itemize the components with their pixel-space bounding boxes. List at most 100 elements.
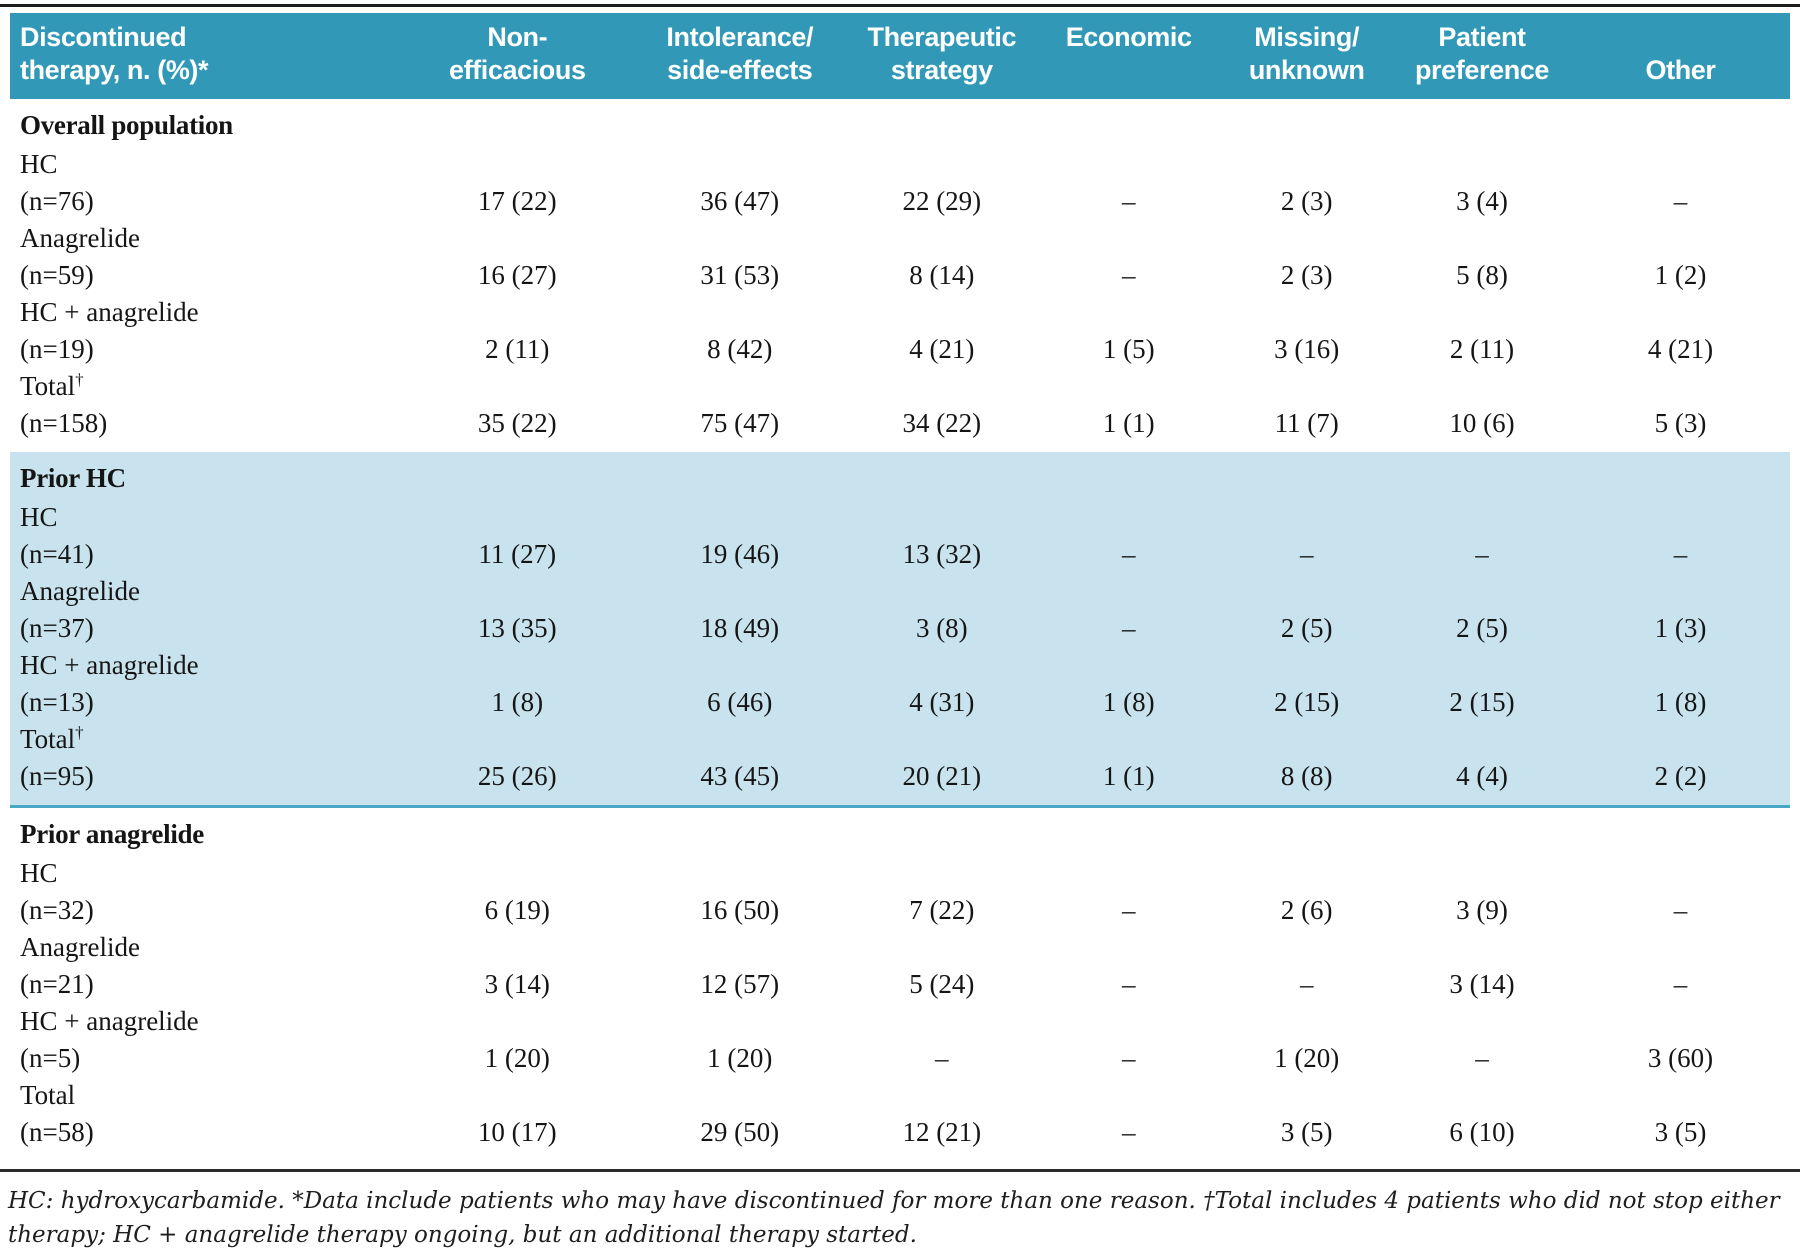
value-cell: 13 (35) <box>477 613 557 643</box>
value-cell: 12 (21) <box>902 1117 982 1147</box>
value-cell: 16 (27) <box>477 260 557 290</box>
value-cell: 8 (14) <box>909 260 975 290</box>
n-label: (n=37) <box>20 613 94 643</box>
value-cell: 1 (20) <box>1274 1043 1340 1073</box>
spacer-cell <box>847 1077 1037 1114</box>
spacer-cell <box>847 573 1037 610</box>
therapy-label: Anagrelide <box>20 576 140 606</box>
therapy-label: HC + anagrelide <box>20 650 199 680</box>
value-cell: 2 (15) <box>1274 687 1340 717</box>
spacer-cell <box>402 499 633 536</box>
section-title: Prior HC <box>20 463 126 493</box>
spacer-cell <box>633 721 847 758</box>
spacer-cell <box>633 1003 847 1040</box>
col-header-patient-preference: Patient preference <box>1393 13 1572 99</box>
therapy-label: Total† <box>20 723 84 754</box>
n-label: (n=95) <box>10 758 402 808</box>
value-cell: 6 (46) <box>707 687 773 717</box>
value-cell: 2 (3) <box>1280 260 1333 290</box>
table-row-values: (n=41) 11 (27) 19 (46) 13 (32) – – – – <box>10 536 1790 573</box>
section-title: Overall population <box>20 110 233 140</box>
spacer-cell <box>1571 647 1790 684</box>
header-line: Non- <box>487 22 548 52</box>
n-label: (n=58) <box>20 1117 94 1147</box>
table-row-therapy: Anagrelide <box>10 573 1790 610</box>
spacer-cell <box>633 929 847 966</box>
table-row-values: (n=76) 17 (22) 36 (47) 22 (29) – 2 (3) 3 (4) – <box>10 183 1790 220</box>
value-cell: – <box>1673 539 1688 569</box>
spacer-cell <box>1571 220 1790 257</box>
spacer-cell <box>633 1077 847 1114</box>
therapy-label: HC <box>20 858 58 888</box>
spacer-cell <box>1393 929 1571 966</box>
header-line: efficacious <box>448 55 586 85</box>
spacer-cell <box>1037 499 1220 536</box>
table-row-values: (n=59) 16 (27) 31 (53) 8 (14) – 2 (3) 5 (8) 1 (… <box>10 257 1790 294</box>
spacer-cell <box>847 294 1037 331</box>
value-cell: – <box>1121 260 1136 290</box>
spacer-cell <box>1571 499 1790 536</box>
spacer-cell <box>1037 368 1220 405</box>
table-row-therapy: Anagrelide <box>10 220 1790 257</box>
spacer-cell <box>1037 647 1220 684</box>
value-cell: – <box>1475 1043 1489 1073</box>
spacer-cell <box>633 647 847 684</box>
table-row-therapy: HC + anagrelide <box>10 647 1790 684</box>
header-row: Discontinued therapy, n. (%)* Non- effic… <box>10 13 1790 99</box>
n-label: (n=13) <box>20 687 94 717</box>
spacer-cell <box>402 721 633 758</box>
spacer-cell <box>1037 929 1220 966</box>
table-row-values: (n=13) 1 (8) 6 (46) 4 (31) 1 (8) 2 (15) 2 (15)… <box>10 684 1790 721</box>
spacer-cell <box>1037 1077 1220 1114</box>
spacer-cell <box>1393 721 1571 758</box>
value-cell: 75 (47) <box>700 408 780 438</box>
value-cell: – <box>1299 539 1314 569</box>
table-row-therapy: Total <box>10 1077 1790 1114</box>
col-header-non-efficacious: Non- efficacious <box>401 13 633 99</box>
section-title-row: Prior HC <box>10 452 1790 499</box>
spacer-cell <box>1393 1077 1571 1114</box>
value-cell: – <box>1673 969 1688 999</box>
spacer-cell <box>847 647 1037 684</box>
spacer-cell <box>633 220 847 257</box>
header-line: therapy, n. (%)* <box>20 55 209 85</box>
spacer-cell <box>1571 929 1790 966</box>
spacer-cell <box>847 855 1037 892</box>
spacer-cell <box>847 146 1037 183</box>
value-cell: 35 (22) <box>477 408 557 438</box>
discontinuation-table: Discontinued therapy, n. (%)* Non- effic… <box>10 13 1790 1161</box>
value-cell: 18 (49) <box>700 613 780 643</box>
spacer-cell <box>1220 368 1393 405</box>
spacer-cell <box>1571 368 1790 405</box>
value-cell: 1 (1) <box>1037 758 1221 808</box>
spacer-cell <box>1393 499 1571 536</box>
spacer-cell <box>1393 647 1571 684</box>
n-label: (n=19) <box>20 334 94 364</box>
value-cell: 1 (20) <box>484 1043 550 1073</box>
spacer-cell <box>1037 573 1220 610</box>
therapy-label: HC + anagrelide <box>20 1006 199 1036</box>
value-cell: 7 (22) <box>909 895 975 925</box>
header-line: Discontinued <box>20 22 187 52</box>
value-cell: 4 (21) <box>1647 334 1714 364</box>
value-cell: – <box>1121 539 1136 569</box>
spacer-cell <box>1220 499 1393 536</box>
value-cell: 2 (3) <box>1280 186 1333 216</box>
value-cell: 3 (4) <box>1456 186 1508 216</box>
value-cell: – <box>1121 969 1136 999</box>
value-cell: 34 (22) <box>902 408 982 438</box>
value-cell: 1 (5) <box>1102 334 1155 364</box>
value-cell: 3 (5) <box>1280 1117 1333 1147</box>
value-cell: – <box>935 1043 949 1073</box>
header-line: Therapeutic <box>867 22 1017 52</box>
spacer-cell <box>1220 855 1393 892</box>
header-line <box>1575 21 1786 54</box>
header-line: unknown <box>1248 55 1365 85</box>
value-cell: 31 (53) <box>700 260 780 290</box>
value-cell: 3 (8) <box>915 613 968 643</box>
spacer-cell <box>1393 368 1571 405</box>
spacer-cell <box>1393 855 1571 892</box>
spacer-cell <box>1037 146 1220 183</box>
value-cell: 4 (21) <box>909 334 975 364</box>
table-row-therapy: Anagrelide <box>10 929 1790 966</box>
